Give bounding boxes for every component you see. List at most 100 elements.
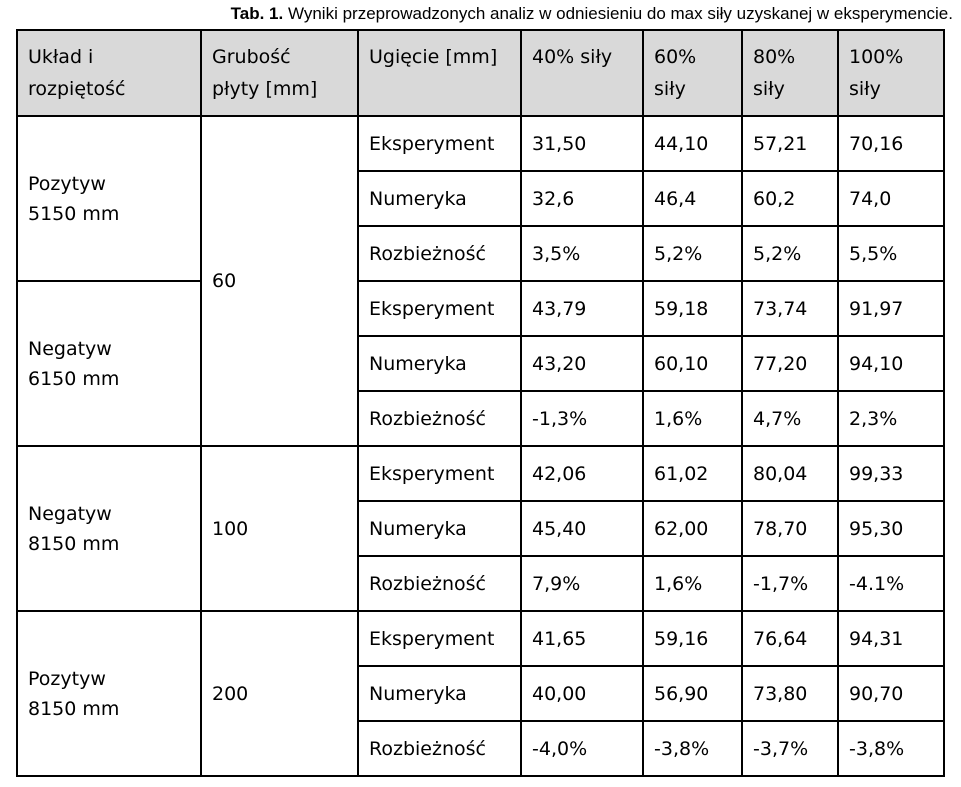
header-thickness-line1: Grubość xyxy=(212,46,291,68)
table-row: Pozytyw 8150 mm 200 Eksperyment 41,65 59,… xyxy=(16,610,945,777)
table-row: Rozbieżność -4,0% -3,8% -3,7% -3,8% xyxy=(17,720,945,777)
config-span: 5150 mm xyxy=(28,202,120,225)
config-type: Negatyw xyxy=(28,337,112,360)
header-force-100-line2: siły xyxy=(849,78,881,100)
header-thickness-line2: płyty [mm] xyxy=(212,78,318,100)
table-row: Negatyw 6150 mm Eksperyment 43,79 59,18 7… xyxy=(16,280,945,447)
value-cell: 31,50 xyxy=(520,115,644,172)
value-cell: 45,40 xyxy=(520,500,644,557)
caption-label: Tab. 1. xyxy=(230,4,284,23)
value-cell: 43,79 xyxy=(520,280,644,337)
value-cell: 61,02 xyxy=(642,445,743,502)
value-cell: 3,5% xyxy=(520,225,644,282)
thickness-cell: 100 xyxy=(200,445,359,612)
row-label: Rozbieżność xyxy=(357,555,522,612)
value-cell: 77,20 xyxy=(741,335,839,392)
value-cell: 1,6% xyxy=(642,390,743,447)
value-cell: 99,33 xyxy=(837,445,945,502)
table-row: Rozbieżność 7,9% 1,6% -1,7% -4.1% xyxy=(17,555,945,612)
config-type: Pozytyw xyxy=(28,172,106,195)
table-row: Numeryka 45,40 62,00 78,70 95,30 xyxy=(17,500,945,557)
value-cell: 41,65 xyxy=(520,610,644,667)
row-label: Rozbieżność xyxy=(357,225,522,282)
row-label: Eksperyment xyxy=(357,280,522,337)
value-cell: 40,00 xyxy=(520,665,644,722)
config-cell: Pozytyw 8150 mm xyxy=(16,610,202,777)
config-cell: Negatyw 6150 mm xyxy=(16,280,202,447)
value-cell: 90,70 xyxy=(837,665,945,722)
config-span: 6150 mm xyxy=(28,367,120,390)
value-cell: 46,4 xyxy=(642,170,743,227)
value-cell: 74,0 xyxy=(837,170,945,227)
value-cell: 32,6 xyxy=(520,170,644,227)
header-config-line1: Układ i xyxy=(28,46,94,68)
row-label: Rozbieżność xyxy=(357,720,522,777)
value-cell: -3,8% xyxy=(837,720,945,777)
table-row: Rozbieżność 3,5% 5,2% 5,2% 5,5% xyxy=(17,225,945,282)
header-force-80: 80% siły xyxy=(741,29,839,117)
header-force-40-line1: 40% siły xyxy=(532,46,613,68)
header-row: Układ i rozpiętość Grubość płyty [mm] Ugię… xyxy=(16,29,945,117)
header-force-60-line2: siły xyxy=(654,78,686,100)
value-cell: 44,10 xyxy=(642,115,743,172)
config-type: Negatyw xyxy=(28,502,112,525)
value-cell: -3,8% xyxy=(642,720,743,777)
value-cell: -1,7% xyxy=(741,555,839,612)
table-row: Pozytyw 5150 mm 60 Eksperyment 31,50 44,1… xyxy=(16,115,945,447)
row-label: Eksperyment xyxy=(357,610,522,667)
value-cell: 60,2 xyxy=(741,170,839,227)
header-force-40: 40% siły xyxy=(520,29,644,117)
value-cell: 56,90 xyxy=(642,665,743,722)
value-cell: 80,04 xyxy=(741,445,839,502)
header-deflection: Ugięcie [mm] xyxy=(357,29,522,117)
value-cell: 1,6% xyxy=(642,555,743,612)
config-type: Pozytyw xyxy=(28,667,106,690)
value-cell: 76,64 xyxy=(741,610,839,667)
value-cell: 91,97 xyxy=(837,280,945,337)
caption-text: Wyniki przeprowadzonych analiz w odniesi… xyxy=(287,4,953,23)
value-cell: 7,9% xyxy=(520,555,644,612)
value-cell: 4,7% xyxy=(741,390,839,447)
row-label: Eksperyment xyxy=(357,445,522,502)
header-force-100: 100% siły xyxy=(837,29,945,117)
value-cell: 94,31 xyxy=(837,610,945,667)
row-label: Rozbieżność xyxy=(357,390,522,447)
value-cell: 94,10 xyxy=(837,335,945,392)
table-row: Negatyw 8150 mm 100 Eksperyment 42,06 61,… xyxy=(16,445,945,612)
value-cell: 95,30 xyxy=(837,500,945,557)
value-cell: -1,3% xyxy=(520,390,644,447)
config-span: 8150 mm xyxy=(28,697,120,720)
value-cell: 62,00 xyxy=(642,500,743,557)
header-thickness: Grubość płyty [mm] xyxy=(200,29,359,117)
value-cell: -3,7% xyxy=(741,720,839,777)
table-row: Numeryka 32,6 46,4 60,2 74,0 xyxy=(17,170,945,227)
thickness-cell: 60 xyxy=(200,115,359,447)
table-caption: Tab. 1. Wyniki przeprowadzonych analiz w… xyxy=(0,4,961,24)
config-cell: Negatyw 8150 mm xyxy=(16,445,202,612)
value-cell: 57,21 xyxy=(741,115,839,172)
value-cell: 59,18 xyxy=(642,280,743,337)
value-cell: 43,20 xyxy=(520,335,644,392)
row-label: Numeryka xyxy=(357,665,522,722)
value-cell: 5,2% xyxy=(642,225,743,282)
config-cell: Pozytyw 5150 mm xyxy=(16,115,202,282)
row-label: Numeryka xyxy=(357,335,522,392)
table-row: Rozbieżność -1,3% 1,6% 4,7% 2,3% xyxy=(17,390,945,447)
value-cell: 5,2% xyxy=(741,225,839,282)
header-config-line2: rozpiętość xyxy=(28,78,126,100)
value-cell: 70,16 xyxy=(837,115,945,172)
value-cell: 78,70 xyxy=(741,500,839,557)
header-force-80-line2: siły xyxy=(753,78,785,100)
header-force-60: 60% siły xyxy=(642,29,743,117)
header-force-100-line1: 100% xyxy=(849,46,904,68)
table-row: Numeryka 43,20 60,10 77,20 94,10 xyxy=(17,335,945,392)
header-config: Układ i rozpiętość xyxy=(16,29,202,117)
value-cell: -4.1% xyxy=(837,555,945,612)
value-cell: 73,80 xyxy=(741,665,839,722)
value-cell: 60,10 xyxy=(642,335,743,392)
value-cell: 5,5% xyxy=(837,225,945,282)
results-table: Układ i rozpiętość Grubość płyty [mm] Ugię… xyxy=(16,29,945,777)
header-force-80-line1: 80% xyxy=(753,46,796,68)
header-force-60-line1: 60% xyxy=(654,46,697,68)
value-cell: 59,16 xyxy=(642,610,743,667)
